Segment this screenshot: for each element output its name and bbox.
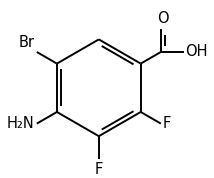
Text: O: O [157, 11, 169, 26]
Text: OH: OH [186, 44, 208, 59]
Text: H₂N: H₂N [7, 116, 35, 131]
Text: F: F [163, 116, 171, 131]
Text: F: F [95, 162, 103, 177]
Text: Br: Br [19, 35, 35, 50]
